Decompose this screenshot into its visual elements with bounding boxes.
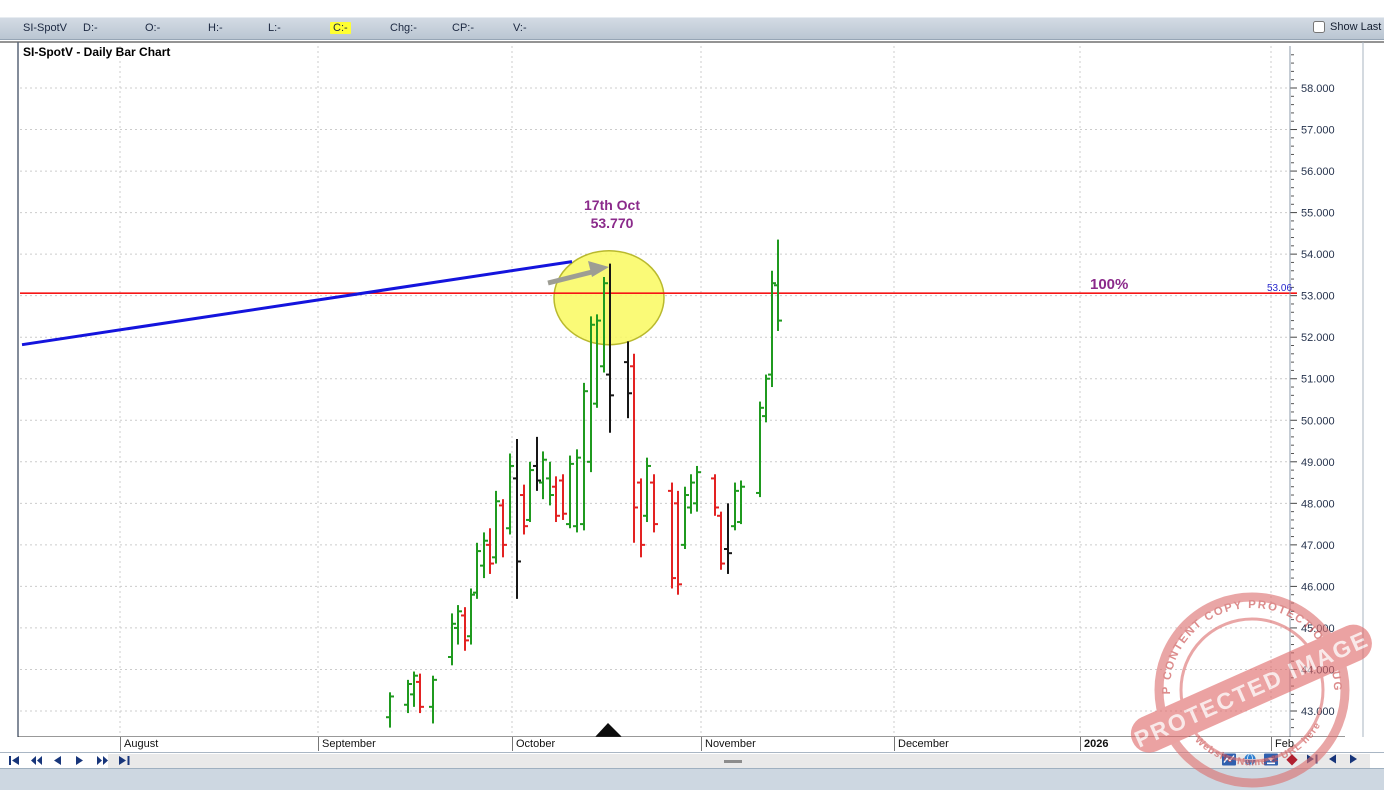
month-axis-tick bbox=[318, 737, 319, 751]
y-axis-label: 44.000 bbox=[1301, 664, 1335, 676]
y-axis-label: 56.000 bbox=[1301, 166, 1335, 178]
peak-annotation-date: 17th Oct bbox=[583, 197, 641, 213]
toolbar-field-h[interactable]: H:- bbox=[208, 22, 223, 34]
date-marker-triangle bbox=[595, 723, 622, 737]
first-icon bbox=[9, 756, 19, 765]
nav-last-button[interactable] bbox=[118, 755, 131, 766]
peak-annotation: 17th Oct 53.770 bbox=[584, 196, 640, 232]
toolbar-field-chg[interactable]: Chg:- bbox=[390, 22, 417, 34]
globe-icon bbox=[1244, 753, 1256, 766]
show-last-label: Show Last bbox=[1330, 21, 1382, 33]
y-axis-label: 46.000 bbox=[1301, 581, 1335, 593]
date-axis: August September October November December 20… bbox=[0, 737, 1384, 752]
month-label: September bbox=[322, 738, 376, 750]
last-icon bbox=[119, 756, 130, 765]
prev-icon bbox=[54, 756, 61, 765]
y-axis-label: 55.000 bbox=[1301, 208, 1335, 220]
ohlc-toolbar: Show Last SI-SpotV D:- O:- H:- L:- C:- Chg:- CP… bbox=[0, 17, 1384, 40]
toolbar-field-d[interactable]: D:- bbox=[83, 22, 98, 34]
status-band bbox=[0, 768, 1384, 790]
toolbar-field-o[interactable]: O:- bbox=[145, 22, 161, 34]
highlight-ellipse bbox=[553, 249, 665, 346]
y-axis-label: 54.000 bbox=[1301, 249, 1335, 261]
y-axis-label: 50.000 bbox=[1301, 415, 1335, 427]
toolbar-field-cp[interactable]: CP:- bbox=[452, 22, 474, 34]
skip-last-icon bbox=[1307, 754, 1318, 764]
y-axis-label: 52.000 bbox=[1301, 332, 1335, 344]
month-label: November bbox=[705, 738, 756, 750]
y-axis-label: 58.000 bbox=[1301, 83, 1335, 95]
chart-title: SI-SpotV - Daily Bar Chart bbox=[23, 45, 171, 59]
tool-chart-button[interactable] bbox=[1222, 753, 1236, 766]
toolbar-field-sispotv[interactable]: SI-SpotV bbox=[23, 22, 68, 34]
y-axis-label: 51.000 bbox=[1301, 374, 1335, 386]
tool-skip-last-button[interactable] bbox=[1306, 753, 1320, 766]
horizontal-scrollbar[interactable] bbox=[108, 754, 1370, 768]
diamond-icon bbox=[1286, 754, 1298, 766]
y-axis-label: 53.000 bbox=[1301, 291, 1335, 303]
month-axis-tick bbox=[120, 737, 121, 751]
nav-next-button[interactable] bbox=[74, 755, 87, 766]
rewind-icon bbox=[31, 756, 42, 765]
annotation-arrow bbox=[547, 268, 597, 286]
prev-icon bbox=[1329, 754, 1336, 764]
scrollbar-thumb[interactable] bbox=[724, 760, 742, 763]
tool-next-button[interactable] bbox=[1348, 753, 1362, 766]
save-icon bbox=[1264, 753, 1278, 766]
trendline bbox=[21, 260, 573, 347]
ref-line-price-label: 53.06 bbox=[1267, 283, 1293, 295]
nav-first-button[interactable] bbox=[8, 755, 21, 766]
y-axis-label: 49.000 bbox=[1301, 457, 1335, 469]
peak-annotation-price: 53.770 bbox=[590, 215, 634, 231]
show-last-control: Show Last bbox=[1313, 21, 1381, 33]
tool-save-button[interactable] bbox=[1264, 753, 1278, 766]
month-axis-tick bbox=[1271, 737, 1272, 751]
month-label: December bbox=[898, 738, 949, 750]
chart-nav-right bbox=[1222, 753, 1362, 766]
nav-rewind-button[interactable] bbox=[30, 755, 43, 766]
y-axis-label: 48.000 bbox=[1301, 498, 1335, 510]
month-label: August bbox=[124, 738, 159, 750]
month-axis-tick bbox=[701, 737, 702, 751]
y-axis-label: 47.000 bbox=[1301, 540, 1335, 552]
forward-icon bbox=[97, 756, 108, 765]
nav-prev-button[interactable] bbox=[52, 755, 65, 766]
toolbar-field-v[interactable]: V:- bbox=[513, 22, 527, 34]
month-axis-tick bbox=[1080, 737, 1081, 751]
show-last-checkbox[interactable] bbox=[1313, 21, 1325, 33]
y-axis-label: 57.000 bbox=[1301, 125, 1335, 137]
stamp-banner-text: PROTECTED IMAGE bbox=[1130, 626, 1372, 753]
chart-icon bbox=[1222, 753, 1236, 766]
toolbar-field-l[interactable]: L:- bbox=[268, 22, 281, 34]
chart-nav-left bbox=[8, 755, 131, 766]
month-label: 2026 bbox=[1084, 738, 1109, 750]
annotation-arrow-head bbox=[588, 261, 609, 277]
tool-diamond-button[interactable] bbox=[1285, 753, 1299, 766]
toolbar-field-c[interactable]: C:- bbox=[330, 22, 351, 34]
bottom-scroll-row bbox=[0, 752, 1384, 768]
retracement-label: 100% bbox=[1090, 276, 1129, 294]
month-label: Feb bbox=[1275, 738, 1294, 750]
tool-globe-button[interactable] bbox=[1243, 753, 1257, 766]
month-axis-tick bbox=[512, 737, 513, 751]
stamp-arc-top-text: WP CONTENT COPY PROTECTION PLUGIN bbox=[1122, 560, 1343, 694]
y-axis-label: 43.000 bbox=[1301, 706, 1335, 718]
next-icon bbox=[1350, 754, 1357, 764]
tool-prev-button[interactable] bbox=[1327, 753, 1341, 766]
month-label: October bbox=[516, 738, 556, 750]
nav-forward-button[interactable] bbox=[96, 755, 109, 766]
y-axis-label: 45.000 bbox=[1301, 623, 1335, 635]
month-axis-tick bbox=[894, 737, 895, 751]
next-icon bbox=[76, 756, 83, 765]
